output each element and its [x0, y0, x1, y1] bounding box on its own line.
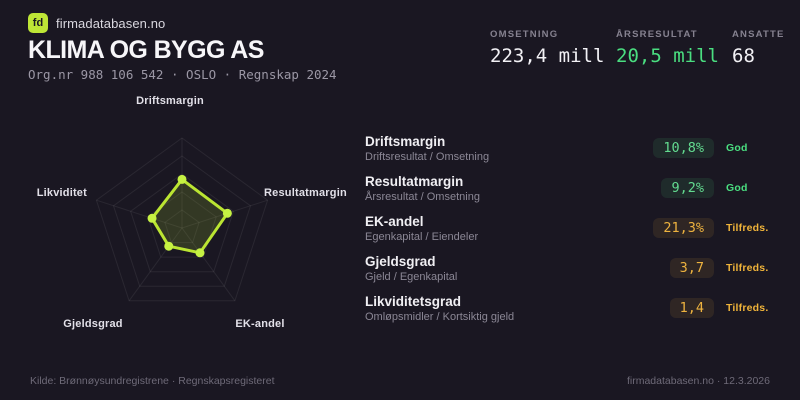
radar-axis-label-gjeldsgrad: Gjeldsgrad	[63, 318, 123, 330]
footer-site-date: firmadatabasen.no · 12.3.2026	[626, 375, 770, 387]
stat-arsresultat: ÅRSRESULTAT 20,5 mill	[616, 29, 719, 67]
stat-label: ANSATTE	[732, 29, 785, 40]
metric-rating-badge: Tilfreds.	[726, 302, 769, 314]
metric-row-gjeldsgrad: Gjeldsgrad Gjeld / Egenkapital 3,7 Tilfr…	[365, 248, 770, 288]
radar-data-point	[222, 208, 232, 218]
stat-omsetning: OMSETNING 223,4 mill	[490, 29, 604, 67]
metric-rating-badge: God	[726, 142, 748, 154]
radar-data-polygon	[150, 177, 229, 255]
metrics-panel: Driftsmargin Driftsresultat / Omsetning …	[365, 128, 770, 328]
metric-value-pill: 3,7	[669, 258, 714, 278]
metric-rating-badge: Tilfreds.	[726, 262, 769, 274]
brand-name: firmadatabasen.no	[56, 15, 166, 31]
stat-value: 68	[732, 45, 755, 67]
radar-axis-label-driftsmargin: Driftsmargin	[136, 95, 204, 107]
stat-value: 20,5 mill	[616, 45, 719, 67]
metric-value-pill: 9,2%	[661, 178, 714, 198]
radar-chart	[95, 137, 269, 302]
firmadatabasen-logo-icon: fd	[28, 13, 48, 33]
brand-row: fd firmadatabasen.no	[28, 13, 165, 33]
stat-ansatte: ANSATTE 68	[732, 29, 785, 67]
radar-data-point	[164, 241, 174, 251]
metric-rating-badge: God	[726, 182, 748, 194]
metric-title: Resultatmargin	[365, 173, 464, 189]
radar-data-point	[195, 248, 205, 258]
metric-row-driftsmargin: Driftsmargin Driftsresultat / Omsetning …	[365, 128, 770, 168]
metric-value-pill: 1,4	[669, 298, 714, 318]
radar-axis-label-ek-andel: EK-andel	[235, 318, 285, 330]
radar-data-point	[147, 213, 157, 223]
metric-formula: Driftsresultat / Omsetning	[365, 150, 490, 163]
metric-value-pill: 10,8%	[653, 138, 714, 158]
metric-formula: Gjeld / Egenkapital	[365, 270, 458, 283]
footer-source: Kilde: Brønnøysundregistrene · Regnskaps…	[30, 375, 275, 387]
metric-row-ek-andel: EK-andel Egenkapital / Eiendeler 21,3% T…	[365, 208, 770, 248]
metric-row-resultatmargin: Resultatmargin Årsresultat / Omsetning 9…	[365, 168, 770, 208]
radar-data-point	[177, 174, 187, 184]
metric-title: Driftsmargin	[365, 133, 446, 149]
company-subtitle: Org.nr 988 106 542 · OSLO · Regnskap 202…	[28, 67, 337, 82]
radar-axis-label-resultatmargin: Resultatmargin	[264, 187, 347, 199]
metric-formula: Egenkapital / Eiendeler	[365, 230, 479, 243]
stat-value: 223,4 mill	[490, 45, 605, 67]
stat-label: ÅRSRESULTAT	[616, 29, 698, 40]
metric-title: EK-andel	[365, 213, 424, 229]
metric-title: Likviditetsgrad	[365, 293, 462, 309]
metric-title: Gjeldsgrad	[365, 253, 436, 269]
metric-formula: Årsresultat / Omsetning	[365, 190, 480, 203]
stat-label: OMSETNING	[490, 29, 559, 40]
page-title: KLIMA OG BYGG AS	[28, 36, 264, 64]
metric-formula: Omløpsmidler / Kortsiktig gjeld	[365, 310, 515, 323]
metric-row-likviditetsgrad: Likviditetsgrad Omløpsmidler / Kortsikti…	[365, 288, 770, 328]
metric-value-pill: 21,3%	[653, 218, 714, 238]
radar-axis-label-likviditet: Likviditet	[36, 187, 87, 199]
metric-rating-badge: Tilfreds.	[726, 222, 769, 234]
